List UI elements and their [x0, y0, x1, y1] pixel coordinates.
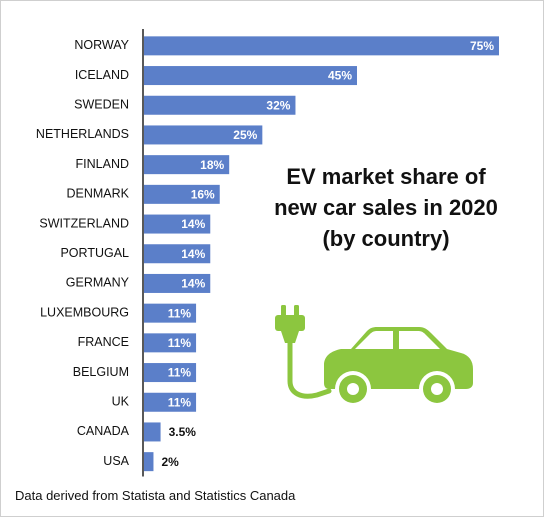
- data-label-portugal: 14%: [181, 247, 205, 261]
- category-label-germany: GERMANY: [66, 276, 130, 290]
- data-label-belgium: 11%: [168, 366, 192, 380]
- bar-canada: [144, 422, 161, 442]
- electric-car-plug-icon: [275, 305, 473, 403]
- category-label-luxembourg: LUXEMBOURG: [40, 305, 129, 319]
- bars-group: NORWAY 75% ICELAND 45% SWEDEN 32% NETHERLANDS 2…: [36, 36, 499, 472]
- data-label-usa: 2%: [161, 455, 179, 469]
- bar-iceland: [144, 66, 357, 86]
- category-label-usa: USA: [103, 454, 129, 468]
- category-label-norway: NORWAY: [74, 38, 129, 52]
- chart-title: EV market share of new car sales in 2020…: [251, 161, 521, 254]
- bar-france: [144, 333, 197, 353]
- data-label-netherlands: 25%: [233, 128, 257, 142]
- data-label-sweden: 32%: [266, 98, 290, 112]
- bar-switzerland: [144, 214, 211, 234]
- category-label-france: FRANCE: [78, 335, 129, 349]
- data-label-luxembourg: 11%: [168, 306, 192, 320]
- bar-sweden: [144, 95, 296, 115]
- bar-norway: [144, 36, 499, 56]
- category-label-sweden: SWEDEN: [74, 98, 129, 112]
- data-label-finland: 18%: [200, 158, 224, 172]
- bar-usa: [144, 452, 154, 472]
- category-label-uk: UK: [112, 395, 130, 409]
- data-label-norway: 75%: [470, 39, 494, 53]
- data-label-uk: 11%: [168, 395, 192, 409]
- data-label-france: 11%: [168, 336, 192, 350]
- category-label-belgium: BELGIUM: [73, 365, 129, 379]
- bar-belgium: [144, 363, 197, 383]
- data-label-denmark: 16%: [191, 188, 215, 202]
- category-label-portugal: PORTUGAL: [60, 246, 129, 260]
- bar-germany: [144, 273, 211, 293]
- title-line-3: (by country): [322, 226, 450, 251]
- category-label-canada: CANADA: [77, 424, 130, 438]
- category-label-denmark: DENMARK: [66, 187, 129, 201]
- bar-finland: [144, 155, 230, 175]
- bar-uk: [144, 392, 197, 412]
- category-label-netherlands: NETHERLANDS: [36, 127, 129, 141]
- category-label-finland: FINLAND: [76, 157, 129, 171]
- data-label-germany: 14%: [181, 277, 205, 291]
- bar-luxembourg: [144, 303, 197, 323]
- title-line-1: EV market share of: [286, 164, 486, 189]
- data-label-switzerland: 14%: [181, 217, 205, 231]
- source-note: Data derived from Statista and Statistic…: [15, 488, 296, 503]
- data-label-iceland: 45%: [328, 69, 352, 83]
- bar-netherlands: [144, 125, 263, 145]
- title-line-2: new car sales in 2020: [274, 195, 498, 220]
- bar-portugal: [144, 244, 211, 264]
- data-label-canada: 3.5%: [169, 425, 197, 439]
- bar-denmark: [144, 184, 220, 204]
- category-label-iceland: ICELAND: [75, 68, 129, 82]
- category-label-switzerland: SWITZERLAND: [39, 216, 129, 230]
